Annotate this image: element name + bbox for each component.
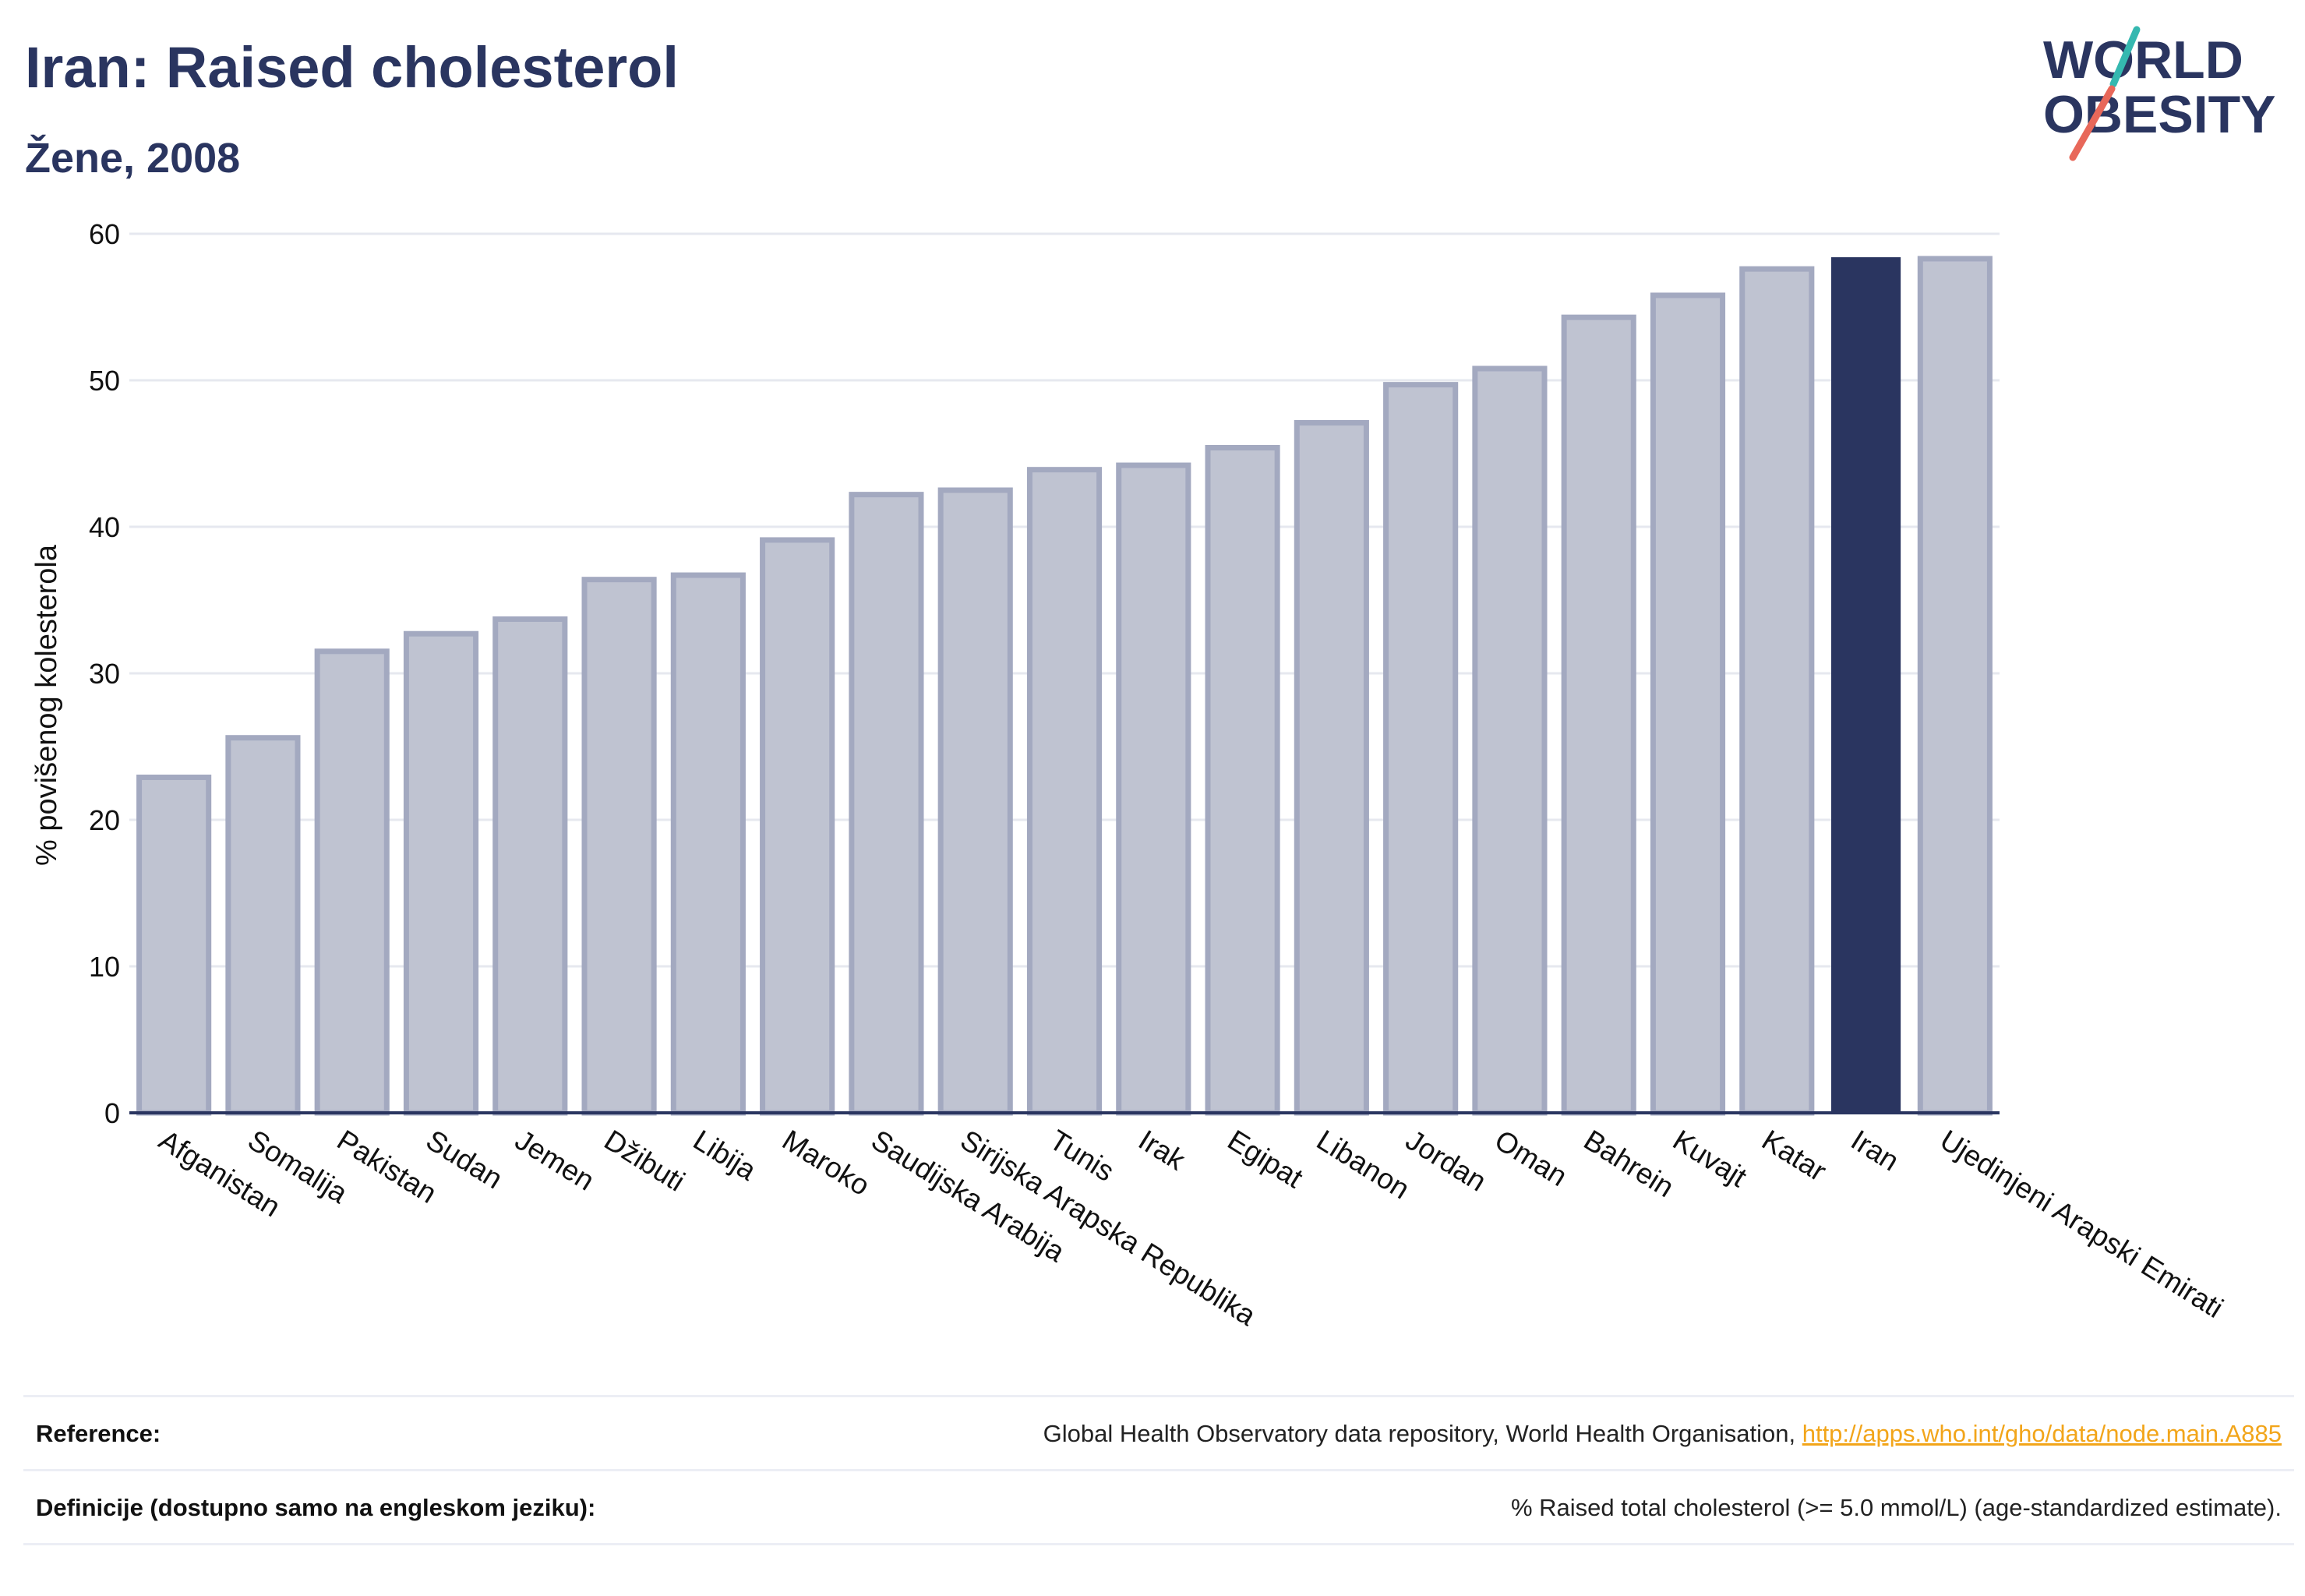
bar-egipat[interactable] [1205,444,1280,1116]
x-tick-label: Libija [688,1124,762,1187]
bar-katar[interactable] [1739,266,1815,1116]
x-tick-label: Džibuti [598,1124,690,1198]
y-tick-label: 0 [104,1097,120,1129]
reference-link[interactable]: http://apps.who.int/gho/data/node.main.A… [1802,1420,2282,1447]
x-tick-label: Egipat [1222,1124,1308,1195]
bar-jemen[interactable] [492,616,568,1116]
reference-table: Reference: Global Health Observatory dat… [23,1395,2294,1545]
logo-line1: WORLD [2043,30,2243,90]
bar-libanon[interactable] [1294,420,1369,1116]
bar-tunis[interactable] [1026,467,1103,1116]
bar-ujedinjeni-arapski-emirati[interactable] [1917,256,1993,1116]
x-tick-label: Jordan [1400,1124,1492,1198]
bar-sudan[interactable] [403,630,479,1116]
x-tick-label: Katar [1756,1124,1832,1188]
bar-bahrein[interactable] [1561,314,1636,1116]
x-tick-label: Pakistan [331,1124,442,1209]
y-axis-label: % povišenog kolesterola [30,544,63,866]
definition-row: Definicije (dostupno samo na engleskom j… [23,1469,2294,1545]
reference-label: Reference: [36,1420,161,1447]
bar-saudijska-arabija[interactable] [849,492,924,1116]
x-tick-label: Irak [1133,1124,1191,1177]
x-tick-label: Iran [1845,1124,1904,1178]
chart-subtitle: Žene, 2008 [25,135,241,182]
y-tick-label: 40 [89,511,120,543]
bar-somalija[interactable] [225,735,301,1116]
x-tick-label: Libanon [1311,1124,1415,1206]
bar-d-ibuti[interactable] [581,577,657,1116]
reference-row: Reference: Global Health Observatory dat… [23,1395,2294,1469]
x-tick-label: Oman [1489,1124,1573,1192]
y-tick-label: 60 [89,218,120,250]
world-obesity-logo: WORLD OBESITY [2043,26,2276,161]
y-tick-label: 30 [89,658,120,690]
bar-jordan[interactable] [1383,382,1459,1116]
reference-text: Global Health Observatory data repositor… [1043,1420,1802,1447]
y-tick-label: 20 [89,804,120,836]
y-tick-label: 10 [89,951,120,983]
bar-oman[interactable] [1472,365,1548,1116]
bar-sirijska-arapska-republika[interactable] [937,487,1013,1116]
bar-kuvajt[interactable] [1650,292,1726,1116]
y-tick-label: 50 [89,365,120,397]
bar-pakistan[interactable] [314,648,390,1116]
x-tick-label: Kuvajt [1668,1124,1753,1194]
x-tick-label: Jemen [510,1124,600,1197]
x-tick-label: Maroko [777,1124,875,1202]
logo-slash-red [2069,85,2116,161]
x-tick-label: Bahrein [1578,1124,1679,1203]
chart-title: Iran: Raised cholesterol [25,35,679,100]
bar-libija[interactable] [670,572,746,1116]
bar-maroko[interactable] [760,537,835,1116]
bar-iran[interactable] [1831,257,1901,1114]
bar-afganistan[interactable] [136,774,212,1116]
logo-slash-teal [2109,26,2141,88]
bar-chart: 0102030405060AfganistanSomalijaPakistanS… [30,218,2229,1332]
definition-label: Definicije (dostupno samo na engleskom j… [36,1494,596,1521]
definition-value: % Raised total cholesterol (>= 5.0 mmol/… [1510,1494,2282,1521]
bars [136,256,1993,1116]
reference-value: Global Health Observatory data repositor… [1043,1418,2282,1450]
bar-irak[interactable] [1116,462,1191,1116]
x-tick-label: Ujedinjeni Arapski Emirati [1935,1124,2229,1324]
